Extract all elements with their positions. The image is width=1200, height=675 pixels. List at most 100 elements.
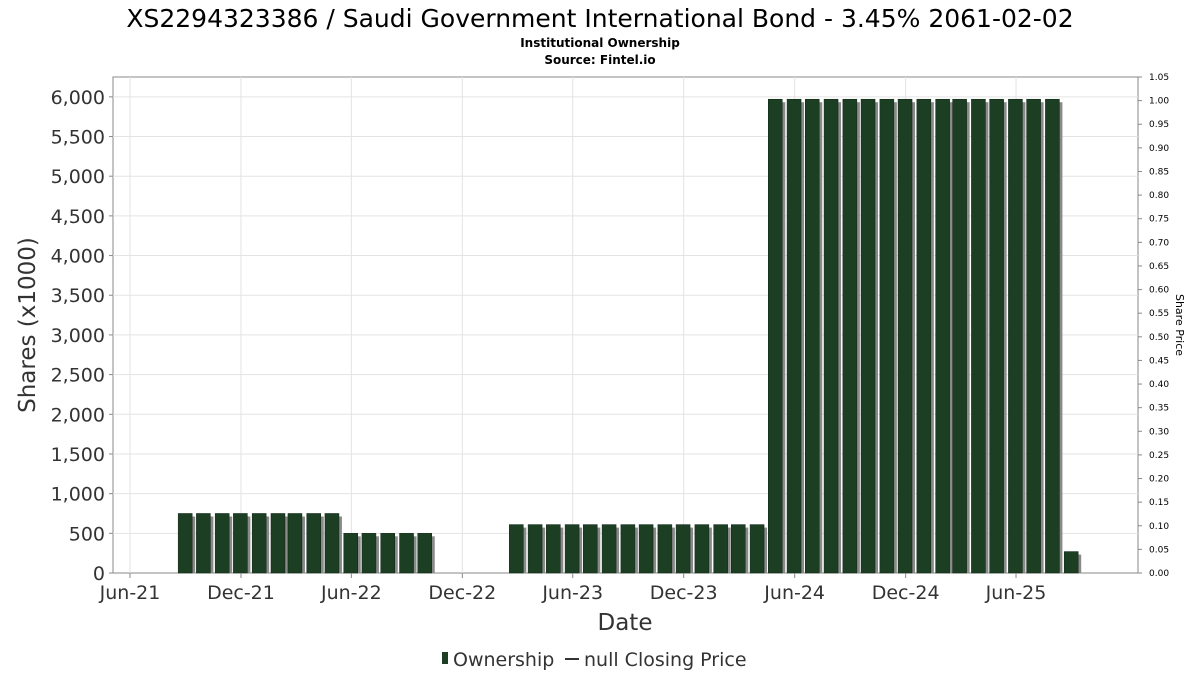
y2-tick-label: 1.05 — [1149, 73, 1169, 83]
y2-tick-label: 0.20 — [1149, 475, 1169, 485]
legend: Ownership null Closing Price — [442, 649, 747, 671]
y-tick-label: 4,000 — [51, 246, 105, 268]
ownership-bar — [971, 98, 986, 574]
y-tick-label: 5,500 — [51, 127, 105, 149]
y2-tick-label: 0.05 — [1149, 545, 1169, 555]
y2-tick-label: 0.30 — [1149, 427, 1169, 437]
ownership-bar — [583, 524, 598, 574]
ownership-bar — [989, 98, 1004, 574]
y2-tick-label: 1.00 — [1149, 97, 1169, 107]
y-axis-label: Shares (x1000) — [15, 237, 41, 413]
ownership-bar — [233, 513, 248, 574]
ownership-bar — [1063, 551, 1079, 574]
ownership-bar — [399, 533, 414, 574]
ownership-bar — [546, 524, 561, 574]
ownership-bar — [287, 513, 303, 574]
ownership-bar — [270, 513, 286, 574]
y2-tick-label: 0.35 — [1149, 404, 1169, 414]
ownership-bar — [564, 524, 580, 574]
y2-tick-label: 0.60 — [1149, 286, 1169, 296]
x-tick-label: Jun-25 — [985, 582, 1047, 604]
ownership-bar — [823, 98, 839, 574]
ownership-bar — [214, 513, 230, 574]
y2-tick-label: 0.75 — [1149, 215, 1169, 225]
ownership-bar — [675, 524, 691, 574]
ownership-bar — [601, 524, 617, 574]
x-axis-label: Date — [598, 610, 653, 636]
y2-tick-label: 0.95 — [1149, 120, 1169, 130]
ownership-bar — [380, 533, 395, 574]
ownership-bar — [177, 513, 193, 574]
ownership-bar — [897, 98, 913, 574]
y2-tick-label: 0.00 — [1149, 569, 1169, 579]
legend-ownership-label: Ownership — [453, 649, 554, 671]
ownership-bar — [1045, 98, 1060, 574]
y2-tick-label: 0.55 — [1149, 309, 1169, 319]
x-tick-label: Dec-22 — [428, 582, 496, 604]
y-tick-label: 3,000 — [51, 325, 105, 347]
legend-price-label: null Closing Price — [584, 649, 747, 671]
y-tick-label: 3,500 — [51, 285, 105, 307]
ownership-bar — [805, 98, 820, 574]
ownership-bar — [694, 524, 710, 574]
ownership-bar — [842, 98, 858, 574]
ownership-bars — [177, 98, 1082, 574]
ownership-bar — [1026, 98, 1041, 574]
y2-tick-label: 0.15 — [1149, 498, 1169, 508]
ownership-bar — [417, 533, 432, 574]
y2-tick-label: 0.50 — [1149, 333, 1169, 343]
ownership-bar — [343, 533, 358, 574]
ownership-bar — [361, 533, 377, 574]
chart-title: XS2294323386 / Saudi Government Internat… — [126, 4, 1073, 33]
ownership-bar — [879, 98, 895, 574]
ownership-bar — [638, 524, 654, 574]
y2-tick-label: 0.85 — [1149, 167, 1169, 177]
ownership-bar — [731, 524, 746, 574]
ownership-bar — [196, 513, 211, 574]
y-tick-label: 5,000 — [51, 166, 105, 188]
y-tick-label: 1,500 — [51, 444, 105, 466]
ownership-bar — [527, 524, 543, 574]
y2-axis-label: Share Price — [1173, 294, 1186, 356]
y-tick-label: 2,000 — [51, 404, 105, 426]
y-tick-label: 500 — [69, 523, 105, 545]
ownership-bar — [251, 513, 267, 574]
x-tick-label: Jun-24 — [763, 582, 825, 604]
ownership-bar — [916, 98, 932, 574]
ownership-bar — [786, 98, 802, 574]
ownership-bar — [860, 98, 876, 574]
y2-tick-label: 0.65 — [1149, 262, 1169, 272]
ownership-bar — [713, 524, 728, 574]
y-tick-label: 0 — [93, 563, 105, 585]
x-tick-label: Jun-22 — [320, 582, 382, 604]
y2-tick-label: 0.90 — [1149, 144, 1169, 154]
y-axis-right: 0.00 0.05 0.10 0.15 0.20 0.25 0.30 0.35 0.40 0.45… — [1138, 73, 1169, 579]
y2-tick-label: 0.80 — [1149, 191, 1169, 201]
chart-source: Source: Fintel.io — [544, 53, 655, 67]
y2-tick-label: 0.45 — [1149, 356, 1169, 366]
ownership-bar — [509, 524, 524, 574]
y-tick-label: 1,000 — [51, 484, 105, 506]
y-tick-label: 2,500 — [51, 365, 105, 387]
ownership-bar — [657, 524, 673, 574]
y-axis-left: 0 500 1,000 1,500 2,000 2,500 3,000 3,500 4,000 4… — [51, 87, 113, 585]
x-tick-label: Dec-23 — [650, 582, 718, 604]
ownership-bar — [620, 524, 636, 574]
ownership-bar — [768, 98, 783, 574]
ownership-bar — [749, 524, 765, 574]
x-tick-label: Jun-21 — [99, 582, 161, 604]
chart-subtitle: Institutional Ownership — [520, 36, 680, 50]
x-axis: Jun-21 Dec-21 Jun-22 Dec-22 Jun-23 Dec-23 Jun-… — [99, 573, 1047, 604]
ownership-bar — [324, 513, 340, 574]
y-tick-label: 4,500 — [51, 206, 105, 228]
y-tick-label: 6,000 — [51, 87, 105, 109]
y2-tick-label: 0.70 — [1149, 238, 1169, 248]
x-tick-label: Dec-21 — [207, 582, 275, 604]
ownership-bar — [306, 513, 322, 574]
ownership-bar — [1008, 98, 1023, 574]
ownership-bar — [952, 98, 967, 574]
x-tick-label: Jun-23 — [541, 582, 603, 604]
ownership-bar — [935, 98, 950, 574]
legend-ownership-swatch — [442, 652, 448, 664]
